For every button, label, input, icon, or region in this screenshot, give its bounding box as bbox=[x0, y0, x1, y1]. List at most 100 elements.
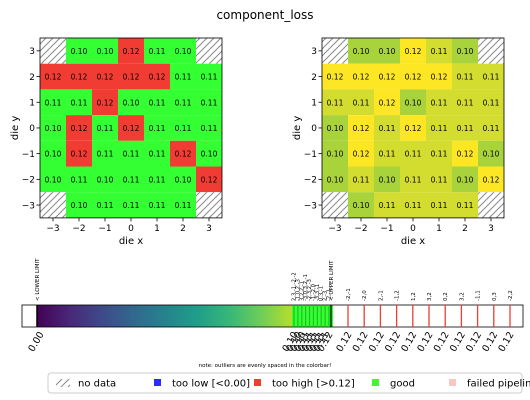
right-wafer-map: 0.10 0.10 0.12 0.11 0.10 0.12 0.12 0.12 0.12 0.12… bbox=[292, 37, 505, 247]
cell-value-label: 0.12 bbox=[201, 175, 218, 184]
lower-limit-label: < LOWER LIMIT bbox=[35, 258, 41, 301]
cell-value-label: 0.12 bbox=[379, 73, 396, 82]
heatmap-cell bbox=[426, 192, 452, 218]
heatmap-cell bbox=[66, 38, 92, 64]
heatmap-cell bbox=[348, 38, 374, 64]
heatmap-cell bbox=[400, 140, 426, 167]
cell-value-label: 0.10 bbox=[71, 47, 88, 56]
y-tick-label: 2 bbox=[29, 73, 35, 83]
outlier-tick-label: 0.12 bbox=[432, 330, 452, 354]
cell-value-label: 0.11 bbox=[123, 150, 140, 159]
heatmap-cell bbox=[144, 115, 170, 141]
colorbar: < LOWER LIMIT0.002,3,-1,-2,-20.10-1,0,2,… bbox=[21, 258, 524, 369]
cell-value-label: 0.12 bbox=[431, 73, 448, 82]
heatmap-cell bbox=[322, 89, 348, 116]
cell-value-label: 0.11 bbox=[405, 150, 422, 159]
outlier-tick-label: 0.12 bbox=[383, 330, 403, 354]
cell-value-label: 0.11 bbox=[405, 175, 422, 184]
outlier-coordinate-label: 0,3 bbox=[492, 292, 498, 301]
heatmap-cell bbox=[426, 63, 452, 90]
heatmap-cell bbox=[92, 166, 118, 193]
heatmap-cell bbox=[452, 192, 478, 218]
left-wafer-map: 0.10 0.10 0.12 0.11 0.10 0.12 0.12 0.12 0.12 0.12… bbox=[10, 37, 223, 247]
heatmap-cell bbox=[322, 38, 348, 64]
x-tick-label: −2 bbox=[354, 224, 367, 234]
heatmap-cell bbox=[348, 115, 374, 141]
die-coordinate-label: -3,3,-1 bbox=[315, 284, 321, 301]
heatmap-cell bbox=[92, 192, 118, 218]
heatmap-cell bbox=[40, 38, 66, 64]
heatmap-cell bbox=[144, 166, 170, 193]
cell-value-label: 0.12 bbox=[405, 47, 422, 56]
cell-value-label: 0.10 bbox=[175, 175, 192, 184]
heatmap-cell bbox=[118, 140, 144, 167]
cell-value-label: 0.12 bbox=[175, 150, 192, 159]
cell-value-label: 0.10 bbox=[201, 150, 218, 159]
cell-value-label: 0.10 bbox=[45, 150, 62, 159]
y-tick-label: −3 bbox=[304, 201, 317, 211]
cell-value-label: 0.10 bbox=[353, 201, 370, 210]
outlier-coordinate-label: -2,2 bbox=[508, 290, 514, 301]
y-tick-label: 1 bbox=[311, 98, 317, 108]
heatmap-cell bbox=[478, 140, 504, 167]
heatmap-cell bbox=[170, 63, 196, 90]
die-coordinate-label: -2,-1 bbox=[327, 289, 333, 301]
cell-value-label: 0.11 bbox=[483, 98, 500, 107]
upper-limit-label: < UPPER LIMIT bbox=[329, 260, 335, 301]
x-tick-label: 3 bbox=[206, 224, 212, 234]
cell-value-label: 0.11 bbox=[201, 98, 218, 107]
outlier-tick-label: 0.12 bbox=[367, 330, 387, 354]
cell-value-label: 0.11 bbox=[457, 73, 474, 82]
cell-value-label: 0.12 bbox=[71, 150, 88, 159]
cell-value-label: 0.10 bbox=[97, 175, 114, 184]
heatmap-cell bbox=[196, 115, 222, 141]
heatmap-cell bbox=[170, 192, 196, 218]
heatmap-cell bbox=[400, 89, 426, 116]
heatmap-cell bbox=[196, 140, 222, 167]
cell-value-label: 0.12 bbox=[457, 150, 474, 159]
heatmap-cell bbox=[322, 115, 348, 141]
cell-value-label: 0.11 bbox=[327, 98, 344, 107]
cell-value-label: 0.10 bbox=[353, 47, 370, 56]
cell-value-label: 0.11 bbox=[71, 98, 88, 107]
heatmap-cell bbox=[66, 192, 92, 218]
heatmap-cell bbox=[196, 166, 222, 193]
die-coordinate-label: 2,-3 bbox=[323, 291, 329, 301]
x-tick-label: 0 bbox=[128, 224, 134, 234]
y-tick-label: 0 bbox=[311, 124, 317, 134]
heatmap-cell bbox=[374, 115, 400, 141]
y-tick-label: −1 bbox=[304, 150, 317, 160]
heatmap-cell bbox=[170, 115, 196, 141]
y-tick-label: 3 bbox=[29, 47, 35, 57]
cell-value-label: 0.11 bbox=[431, 201, 448, 210]
heatmap-cell bbox=[322, 192, 348, 218]
cell-value-label: 0.11 bbox=[123, 175, 140, 184]
y-tick-label: 0 bbox=[29, 124, 35, 134]
legend-swatch-no-data bbox=[56, 379, 70, 387]
cell-value-label: 0.12 bbox=[405, 124, 422, 133]
cell-value-label: 0.11 bbox=[97, 124, 114, 133]
cell-value-label: 0.12 bbox=[149, 73, 166, 82]
cell-value-label: 0.11 bbox=[353, 98, 370, 107]
outlier-coordinate-label: -1,1 bbox=[476, 290, 482, 301]
outlier-coordinate-label: -2,-1 bbox=[346, 288, 352, 301]
heatmap-cell bbox=[40, 140, 66, 167]
heatmap-cell bbox=[40, 89, 66, 116]
die-coordinate-label: -2,3,2,-3 bbox=[307, 279, 313, 301]
y-tick-label: 1 bbox=[29, 98, 35, 108]
cell-value-label: 0.11 bbox=[149, 175, 166, 184]
heatmap-cell bbox=[374, 63, 400, 90]
heatmap-cell bbox=[348, 140, 374, 167]
legend-frame bbox=[47, 372, 523, 394]
x-axis-label: die x bbox=[401, 236, 425, 247]
y-axis-label: die y bbox=[10, 116, 21, 140]
heatmap-cell bbox=[400, 63, 426, 90]
cell-value-label: 0.12 bbox=[45, 73, 62, 82]
cell-value-label: 0.11 bbox=[149, 124, 166, 133]
heatmap-cell bbox=[348, 192, 374, 218]
heatmap-cell bbox=[196, 192, 222, 218]
outlier-tick-label: 0.12 bbox=[399, 330, 419, 354]
heatmap-cell bbox=[478, 166, 504, 193]
cell-value-label: 0.11 bbox=[405, 201, 422, 210]
